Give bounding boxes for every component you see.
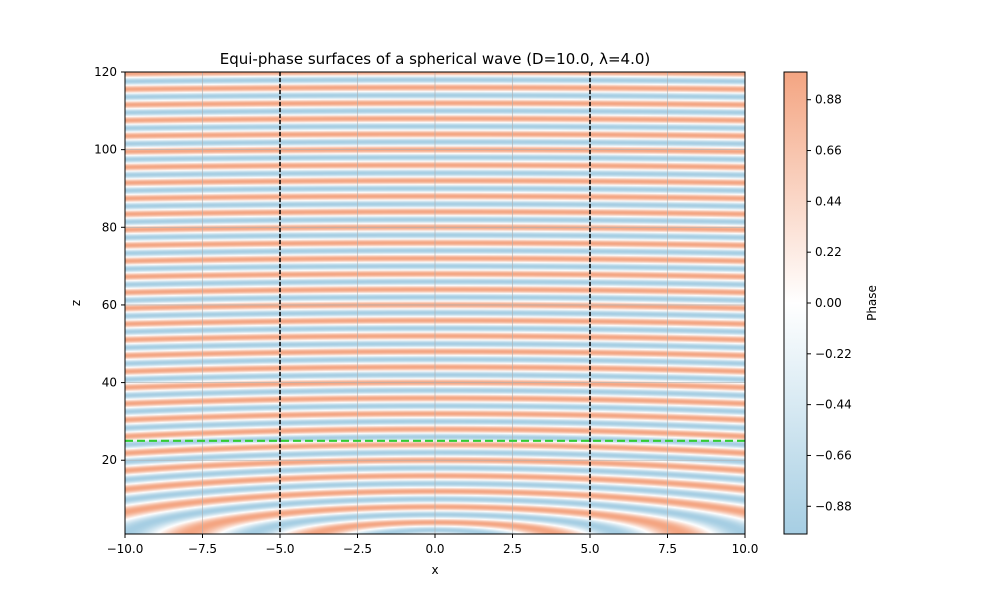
colorbar-tick-label-0: 0.88	[815, 93, 842, 107]
x-axis-label: x	[431, 563, 438, 577]
x-tick-label-3: −2.5	[343, 542, 372, 556]
x-tick-label-2: −5.0	[265, 542, 294, 556]
colorbar-tick-label-1: 0.66	[815, 144, 842, 158]
y-tick-label-1: 40	[102, 376, 117, 390]
aperture-lines	[279, 72, 591, 534]
x-tick-label-8: 10.0	[732, 542, 759, 556]
y-tick-label-3: 80	[102, 220, 117, 234]
x-tick-label-5: 2.5	[503, 542, 522, 556]
colorbar-tick-label-8: −0.88	[815, 499, 852, 513]
colorbar-ticks: 0.88 0.66 0.44 0.22 0.00 −0.22 −0.44 −0.66 −0.88	[807, 93, 852, 513]
y-tick-label-2: 60	[102, 298, 117, 312]
x-tick-label-4: 0.0	[425, 542, 444, 556]
x-axis-ticks: −10.0 −7.5 −5.0 −2.5 0.0 2.5 5.0 7.5 10.0	[107, 534, 759, 556]
chart-title: Equi-phase surfaces of a spherical wave …	[220, 50, 651, 68]
y-tick-label-5: 120	[94, 65, 117, 79]
y-tick-label-4: 100	[94, 143, 117, 157]
y-axis-label: z	[69, 300, 83, 306]
x-tick-label-0: −10.0	[107, 542, 144, 556]
x-tick-label-6: 5.0	[580, 542, 599, 556]
colorbar	[783, 71, 808, 535]
x-tick-label-7: 7.5	[658, 542, 677, 556]
colorbar-tick-label-5: −0.22	[815, 347, 852, 361]
y-tick-label-0: 20	[102, 453, 117, 467]
colorbar-tick-label-3: 0.22	[815, 245, 842, 259]
colorbar-tick-label-4: 0.00	[815, 296, 842, 310]
colorbar-label: Phase	[865, 285, 879, 321]
colorbar-tick-label-6: −0.44	[815, 398, 852, 412]
y-axis-ticks: 20 40 60 80 100 120	[94, 65, 125, 467]
x-tick-label-1: −7.5	[188, 542, 217, 556]
colorbar-tick-label-7: −0.66	[815, 448, 852, 462]
colorbar-tick-label-2: 0.44	[815, 194, 842, 208]
